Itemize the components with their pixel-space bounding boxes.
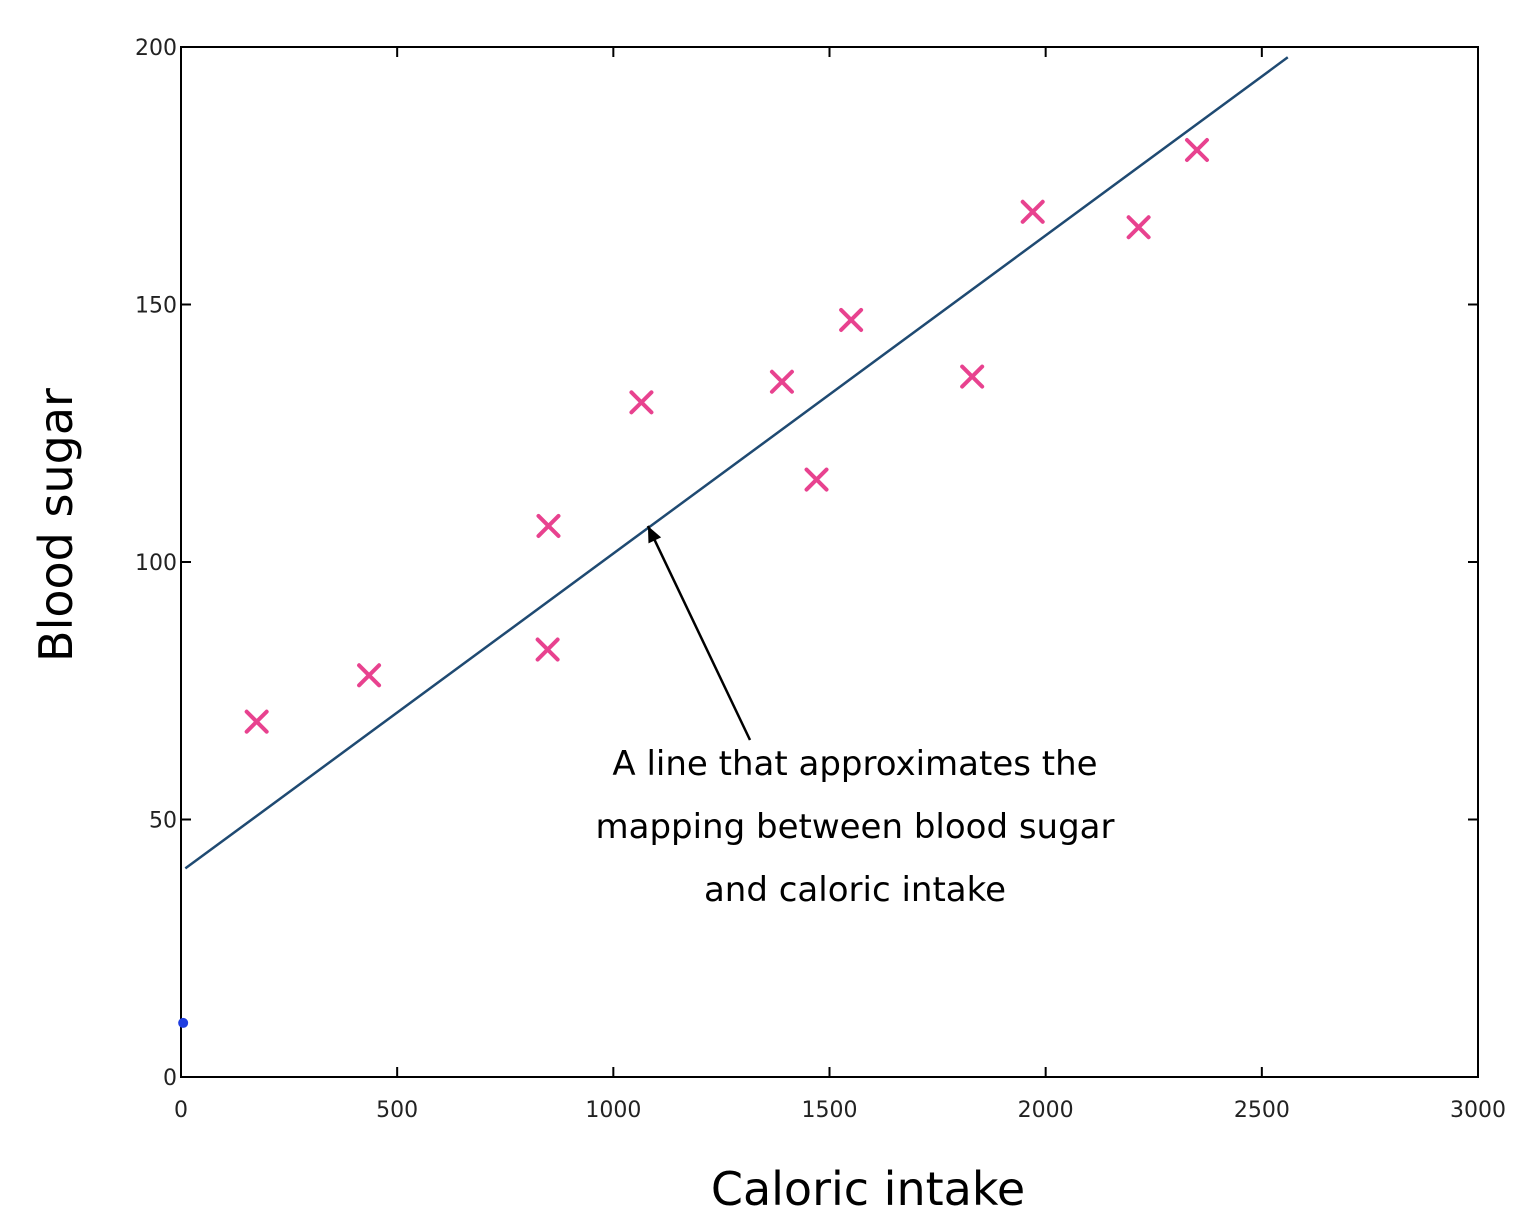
x-marker-stroke-b [535, 637, 560, 662]
data-point-x-marker [804, 467, 829, 492]
x-marker-stroke-b [244, 709, 269, 734]
x-marker-stroke-b [1184, 138, 1209, 162]
y-tick-label: 150 [135, 294, 177, 319]
x-marker-stroke-b [960, 364, 985, 389]
data-point-x-marker [1020, 199, 1045, 224]
x-tick-label: 1000 [585, 1098, 641, 1123]
x-tick-label: 500 [376, 1098, 418, 1123]
data-point-x-marker [1184, 138, 1209, 162]
data-point-x-marker [535, 637, 560, 662]
y-tick-label: 50 [149, 809, 177, 834]
annotation-line-3: and caloric intake [704, 870, 1006, 910]
annotation-arrow-head [647, 525, 662, 544]
plot-area-frame [180, 46, 1479, 1078]
fit-line [184, 56, 1289, 870]
x-marker-stroke-b [357, 663, 382, 688]
x-marker-stroke-b [804, 467, 829, 492]
x-marker-stroke-b [1126, 215, 1151, 240]
annotation-arrow-shaft [646, 525, 752, 741]
data-point-x-marker [357, 663, 382, 688]
x-axis-title: Caloric intake [711, 1162, 1025, 1216]
data-point-x-marker [960, 364, 985, 389]
data-point-x-marker [536, 513, 561, 538]
x-tick-label: 2500 [1234, 1098, 1290, 1123]
x-tick-label: 0 [174, 1098, 188, 1123]
x-tick-label: 1500 [802, 1098, 858, 1123]
y-axis-title: Blood sugar [29, 388, 83, 662]
y-tick-label: 200 [135, 36, 177, 61]
x-marker-stroke-b [536, 513, 561, 538]
x-marker-stroke-b [769, 369, 794, 394]
x-tick-label: 3000 [1450, 1098, 1506, 1123]
y-tick-label: 0 [163, 1066, 177, 1091]
x-marker-stroke-b [1020, 199, 1045, 224]
data-point-x-marker [244, 709, 269, 734]
x-tick-label: 2000 [1018, 1098, 1074, 1123]
x-marker-stroke-b [839, 307, 864, 332]
y-tick-label: 100 [135, 551, 177, 576]
data-point-x-marker [839, 307, 864, 332]
annotation-line-1: A line that approximates the [612, 744, 1097, 784]
data-point-x-marker [629, 390, 654, 415]
data-point-x-marker [1126, 215, 1151, 240]
annotation-line-2: mapping between blood sugar [595, 807, 1114, 847]
data-point-dot [178, 1017, 189, 1028]
x-marker-stroke-b [629, 390, 654, 415]
data-point-x-marker [769, 369, 794, 394]
